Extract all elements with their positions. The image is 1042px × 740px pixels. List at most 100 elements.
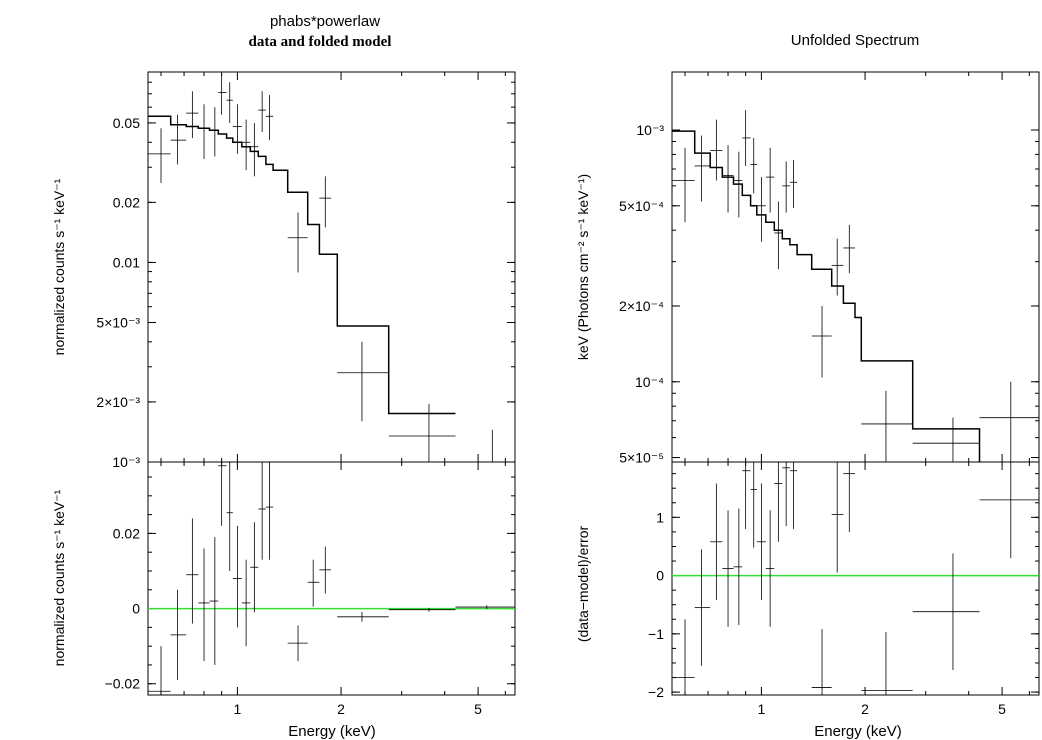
right-top-y-axis-label: keV (Photons cm⁻² s⁻¹ keV⁻¹) (575, 174, 591, 360)
data-point (733, 508, 743, 626)
data-point (750, 462, 757, 548)
y-tick-label: 5×10⁻³ (96, 315, 140, 331)
left-top-y-axis-label: normalized counts s⁻¹ keV⁻¹ (51, 178, 67, 355)
data-point (979, 462, 1039, 559)
y-tick-label: −1 (648, 626, 664, 642)
plot-area (672, 110, 1039, 462)
data-point (672, 147, 695, 223)
data-point (258, 91, 266, 133)
data-point (831, 462, 844, 573)
data-point (774, 201, 783, 270)
y-tick-label: 1 (656, 509, 664, 525)
y-tick-label: 2×10⁻³ (96, 394, 140, 410)
y-tick-label: 2×10⁻⁴ (619, 298, 664, 314)
data-point (912, 553, 980, 670)
data-point (831, 238, 844, 296)
data-point (250, 122, 259, 177)
data-point (811, 629, 832, 695)
data-point (742, 110, 751, 166)
data-point (226, 462, 233, 571)
data-point (789, 160, 798, 209)
data-point (710, 119, 723, 181)
y-tick-label: 10⁻⁴ (635, 374, 664, 390)
x-tick-label: 1 (758, 701, 766, 717)
data-point (287, 625, 308, 662)
data-point (170, 114, 187, 165)
x-tick-label: 5 (474, 701, 482, 717)
data-point (232, 104, 242, 154)
model-step-line (672, 130, 981, 462)
data-point (258, 462, 266, 560)
right-top-panel: 10⁻³ 5×10⁻⁴ 2×10⁻⁴ 10⁻⁴ 5×10⁻⁵ (619, 71, 1040, 466)
data-point (774, 462, 783, 542)
data-point (226, 82, 233, 123)
x-tick-label: 2 (861, 701, 869, 717)
y-tick-label: 10⁻³ (112, 454, 140, 470)
y-tick-label: 0.05 (113, 115, 140, 131)
x-tick-label: 1 (234, 701, 242, 717)
data-point (756, 177, 766, 242)
plot-area (672, 462, 1039, 695)
data-point (388, 607, 456, 612)
right-bottom-y-axis-label: (data−model)/error (575, 525, 591, 642)
data-point (198, 548, 210, 662)
data-point (979, 381, 1039, 462)
plot-area (148, 462, 515, 695)
y-tick-label: 5×10⁻⁴ (619, 198, 664, 214)
y-tick-label: −0.02 (105, 676, 141, 692)
data-point (319, 176, 332, 228)
data-point (765, 510, 775, 627)
plot-frame (671, 461, 1040, 696)
left-top-panel: 0.05 0.02 0.01 5×10⁻³ 2×10⁻³ 10⁻³ (96, 71, 516, 470)
data-point (694, 135, 711, 202)
plot-frame (147, 71, 516, 463)
y-tick-label: 0 (132, 601, 140, 617)
data-point (388, 404, 456, 462)
data-point (186, 91, 199, 139)
data-point (722, 145, 734, 213)
left-subtitle: data and folded model (249, 34, 392, 50)
x-tick-label: 5 (998, 701, 1006, 717)
data-point (337, 341, 389, 422)
data-point (265, 462, 274, 560)
data-point (232, 525, 242, 628)
data-point (148, 646, 171, 695)
data-point (337, 611, 389, 622)
data-point (265, 95, 274, 141)
left-x-axis-label: Energy (keV) (288, 723, 376, 740)
data-point (750, 137, 757, 194)
data-point (218, 462, 227, 526)
right-title: Unfolded Spectrum (791, 32, 919, 49)
data-point (765, 147, 775, 213)
left-bottom-panel: 1 2 5 0.02 0 −0.02 (105, 461, 516, 717)
data-point (912, 417, 980, 462)
left-bottom-y-axis-label: normalized counts s⁻¹ keV⁻¹ (51, 489, 67, 666)
data-point (843, 224, 856, 274)
data-point (241, 119, 251, 171)
y-tick-label: 10⁻³ (636, 122, 664, 138)
data-point (198, 104, 210, 159)
data-point (455, 605, 515, 609)
data-point (782, 462, 790, 527)
data-point (811, 305, 832, 378)
plot-frame (671, 71, 1040, 463)
data-point (782, 161, 790, 213)
model-step-line (148, 115, 456, 415)
data-point (710, 483, 723, 601)
y-tick-label: −2 (648, 684, 664, 700)
x-tick-label: 2 (337, 701, 345, 717)
data-point (218, 72, 227, 115)
data-point (307, 559, 320, 607)
data-point (843, 462, 856, 532)
data-point (861, 390, 913, 462)
data-point (722, 510, 734, 627)
y-tick-label: 0 (656, 568, 664, 584)
data-point (170, 589, 187, 680)
data-point (250, 522, 259, 613)
data-point (209, 107, 219, 157)
data-point (861, 632, 913, 695)
data-point (186, 518, 199, 624)
right-x-axis-label: Energy (keV) (814, 723, 902, 740)
y-tick-label: 0.02 (113, 525, 140, 541)
